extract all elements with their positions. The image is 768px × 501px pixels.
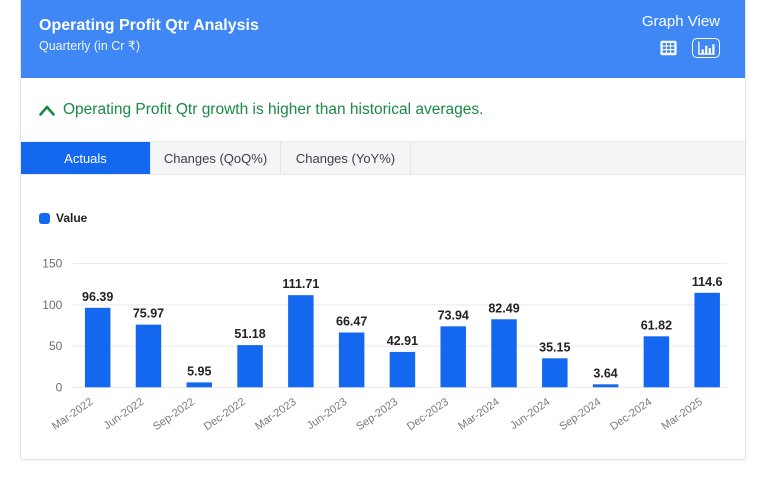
svg-text:Mar-2025: Mar-2025 (659, 396, 704, 433)
svg-text:66.47: 66.47 (336, 314, 367, 328)
svg-text:Mar-2022: Mar-2022 (50, 396, 95, 433)
svg-text:Dec-2024: Dec-2024 (608, 396, 654, 433)
svg-text:75.97: 75.97 (133, 307, 164, 321)
svg-text:Jun-2023: Jun-2023 (305, 396, 349, 432)
svg-text:82.49: 82.49 (488, 301, 519, 315)
svg-text:61.82: 61.82 (641, 318, 672, 332)
svg-text:150: 150 (42, 257, 62, 271)
svg-text:Mar-2023: Mar-2023 (253, 396, 298, 433)
svg-text:Jun-2022: Jun-2022 (102, 396, 146, 432)
svg-text:Mar-2024: Mar-2024 (456, 396, 501, 433)
svg-text:Dec-2022: Dec-2022 (202, 396, 248, 433)
svg-text:Sep-2023: Sep-2023 (354, 396, 400, 433)
svg-text:Jun-2024: Jun-2024 (508, 396, 552, 432)
svg-text:Sep-2024: Sep-2024 (557, 396, 603, 433)
svg-text:Sep-2022: Sep-2022 (151, 396, 197, 433)
svg-text:42.91: 42.91 (387, 334, 418, 348)
svg-text:96.39: 96.39 (82, 290, 113, 304)
svg-text:3.64: 3.64 (593, 366, 617, 380)
svg-text:5.95: 5.95 (187, 364, 211, 378)
svg-text:51.18: 51.18 (234, 327, 265, 341)
svg-text:Dec-2023: Dec-2023 (405, 396, 451, 433)
svg-text:0: 0 (56, 380, 63, 394)
svg-text:35.15: 35.15 (539, 340, 570, 354)
svg-text:73.94: 73.94 (438, 308, 469, 322)
svg-text:100: 100 (42, 298, 62, 312)
svg-text:50: 50 (49, 339, 63, 353)
svg-text:114.6: 114.6 (692, 275, 723, 289)
svg-text:111.71: 111.71 (282, 277, 319, 291)
